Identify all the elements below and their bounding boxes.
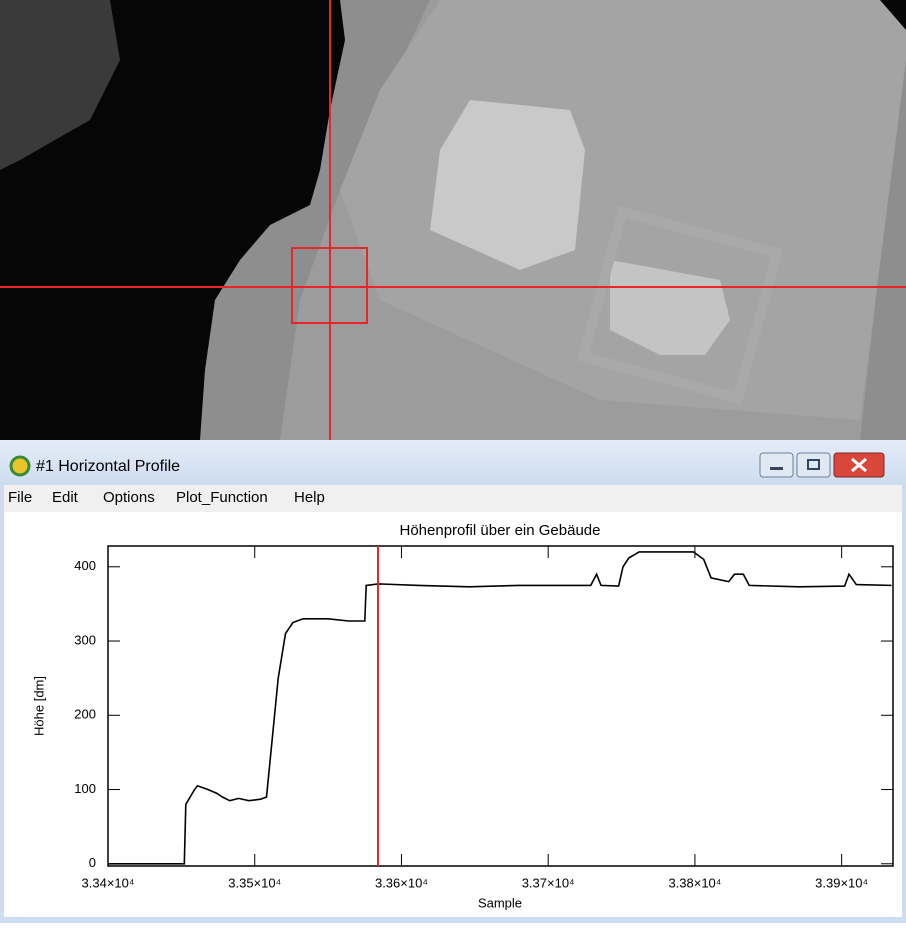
app-icon xyxy=(11,457,29,475)
x-tick-label: 3.35×10⁴ xyxy=(228,875,281,890)
x-tick-label: 3.39×10⁴ xyxy=(815,875,868,890)
y-tick-label: 300 xyxy=(74,632,96,647)
x-tick-label: 3.37×10⁴ xyxy=(522,875,575,890)
y-tick-label: 200 xyxy=(74,707,96,722)
y-tick-label: 400 xyxy=(74,558,96,573)
menu-item[interactable]: Plot_Function xyxy=(176,489,268,506)
plot-window xyxy=(4,512,902,917)
window-title: #1 Horizontal Profile xyxy=(36,458,180,475)
x-tick-label: 3.34×10⁴ xyxy=(82,875,135,890)
depth-image xyxy=(0,0,906,440)
y-tick-label: 0 xyxy=(89,855,96,870)
x-tick-label: 3.36×10⁴ xyxy=(375,875,428,890)
menu-item[interactable]: Edit xyxy=(52,489,79,506)
menu-item[interactable]: File xyxy=(8,489,32,506)
y-axis-label: Höhe [dm] xyxy=(31,676,46,736)
chart-title: Höhenprofil über ein Gebäude xyxy=(400,522,601,539)
minimize-button[interactable] xyxy=(760,453,793,477)
menu-item[interactable]: Options xyxy=(103,489,155,506)
x-tick-label: 3.38×10⁴ xyxy=(668,875,721,890)
y-tick-label: 100 xyxy=(74,781,96,796)
x-axis-label: Sample xyxy=(478,895,522,910)
menu-item[interactable]: Help xyxy=(294,489,325,506)
maximize-button[interactable] xyxy=(797,453,830,477)
screen: #1 Horizontal Profile File Edit Options Plo… xyxy=(0,0,906,923)
